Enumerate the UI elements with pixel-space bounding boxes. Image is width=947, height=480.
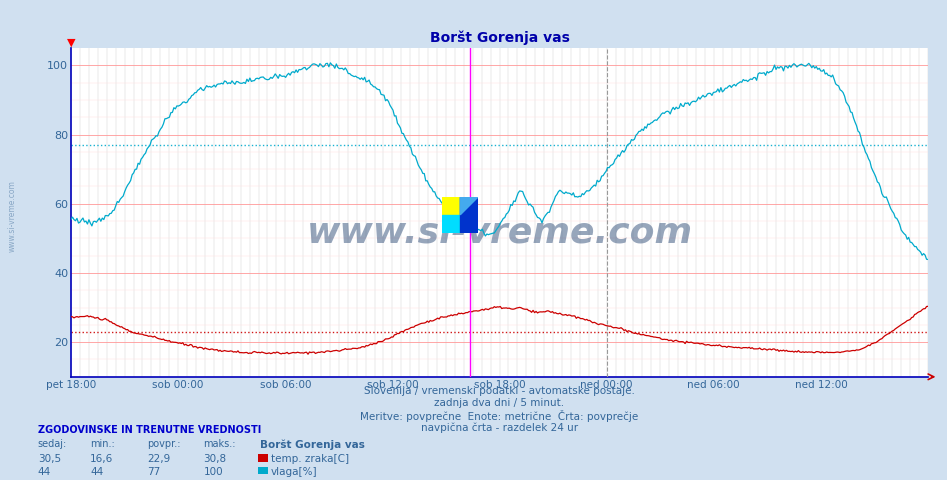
Text: zadnja dva dni / 5 minut.: zadnja dva dni / 5 minut. (434, 398, 564, 408)
Text: ZGODOVINSKE IN TRENUTNE VREDNOSTI: ZGODOVINSKE IN TRENUTNE VREDNOSTI (38, 425, 261, 435)
Text: ▼: ▼ (67, 38, 75, 48)
Text: povpr.:: povpr.: (147, 439, 180, 449)
Text: 22,9: 22,9 (147, 454, 170, 464)
Text: temp. zraka[C]: temp. zraka[C] (271, 454, 348, 464)
Text: Boršt Gorenja vas: Boršt Gorenja vas (260, 439, 366, 450)
Text: 100: 100 (204, 467, 223, 477)
Text: Meritve: povprečne  Enote: metrične  Črta: povprečje: Meritve: povprečne Enote: metrične Črta:… (360, 410, 638, 422)
Text: 30,8: 30,8 (204, 454, 226, 464)
Text: 44: 44 (90, 467, 103, 477)
Text: 16,6: 16,6 (90, 454, 114, 464)
Text: sedaj:: sedaj: (38, 439, 67, 449)
Bar (460, 197, 478, 233)
Text: vlaga[%]: vlaga[%] (271, 467, 317, 477)
Polygon shape (460, 197, 478, 215)
Text: 77: 77 (147, 467, 160, 477)
Text: 44: 44 (38, 467, 51, 477)
Text: www.si-vreme.com: www.si-vreme.com (307, 215, 692, 249)
Text: Slovenija / vremenski podatki - avtomatske postaje.: Slovenija / vremenski podatki - avtomats… (364, 386, 634, 396)
Text: navpična črta - razdelek 24 ur: navpična črta - razdelek 24 ur (420, 422, 578, 433)
Bar (442, 197, 460, 215)
Text: www.si-vreme.com: www.si-vreme.com (8, 180, 17, 252)
Text: 30,5: 30,5 (38, 454, 61, 464)
Bar (442, 215, 460, 233)
Title: Boršt Gorenja vas: Boršt Gorenja vas (430, 31, 569, 46)
Text: maks.:: maks.: (204, 439, 236, 449)
Text: min.:: min.: (90, 439, 115, 449)
